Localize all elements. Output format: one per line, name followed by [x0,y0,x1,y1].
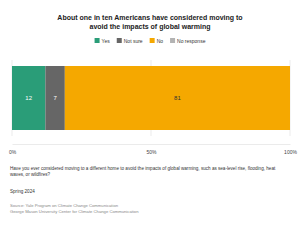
legend-label: Not sure [124,38,143,44]
data-labels: 12 7 81 [25,95,181,101]
axis-line [13,144,291,145]
legend-label: No response [177,38,206,44]
legend-swatch [117,38,122,43]
legend-item: Not sure [117,38,143,44]
data-label: 7 [53,95,57,101]
title: About one in ten Americans have consider… [57,14,242,31]
bar [12,66,45,130]
legend-swatch [95,38,100,43]
source: Source: Yale Program on Climate Change C… [10,203,119,208]
data-label: 81 [174,95,181,101]
tick: 50% [146,144,157,155]
legend-item: No response [170,38,206,44]
chart: About one in ten Americans have consider… [0,0,300,235]
tick: 100% [284,144,297,155]
grid [12,60,290,136]
source: George Mason University Center for Clima… [10,209,139,214]
tick: 0% [9,144,17,155]
legend-item: Yes [95,38,111,44]
x-axis: 0% 50% 100% [9,144,298,155]
tick-label: 100% [284,149,297,155]
bar [290,66,291,130]
legend-swatch [170,38,175,43]
bar [45,66,64,130]
legend-swatch [150,38,155,43]
date: Spring 2024 [10,189,35,194]
question: Have you ever considered moving to a dif… [10,166,276,177]
legend-label: Yes [102,38,111,44]
legend-item: No [150,38,164,44]
legend: Yes Not sure No No response [95,38,206,44]
bar [65,66,290,130]
legend-label: No [157,38,164,44]
bars [12,66,290,130]
tick-label: 50% [146,149,157,155]
data-label: 12 [25,95,32,101]
tick-label: 0% [9,149,17,155]
